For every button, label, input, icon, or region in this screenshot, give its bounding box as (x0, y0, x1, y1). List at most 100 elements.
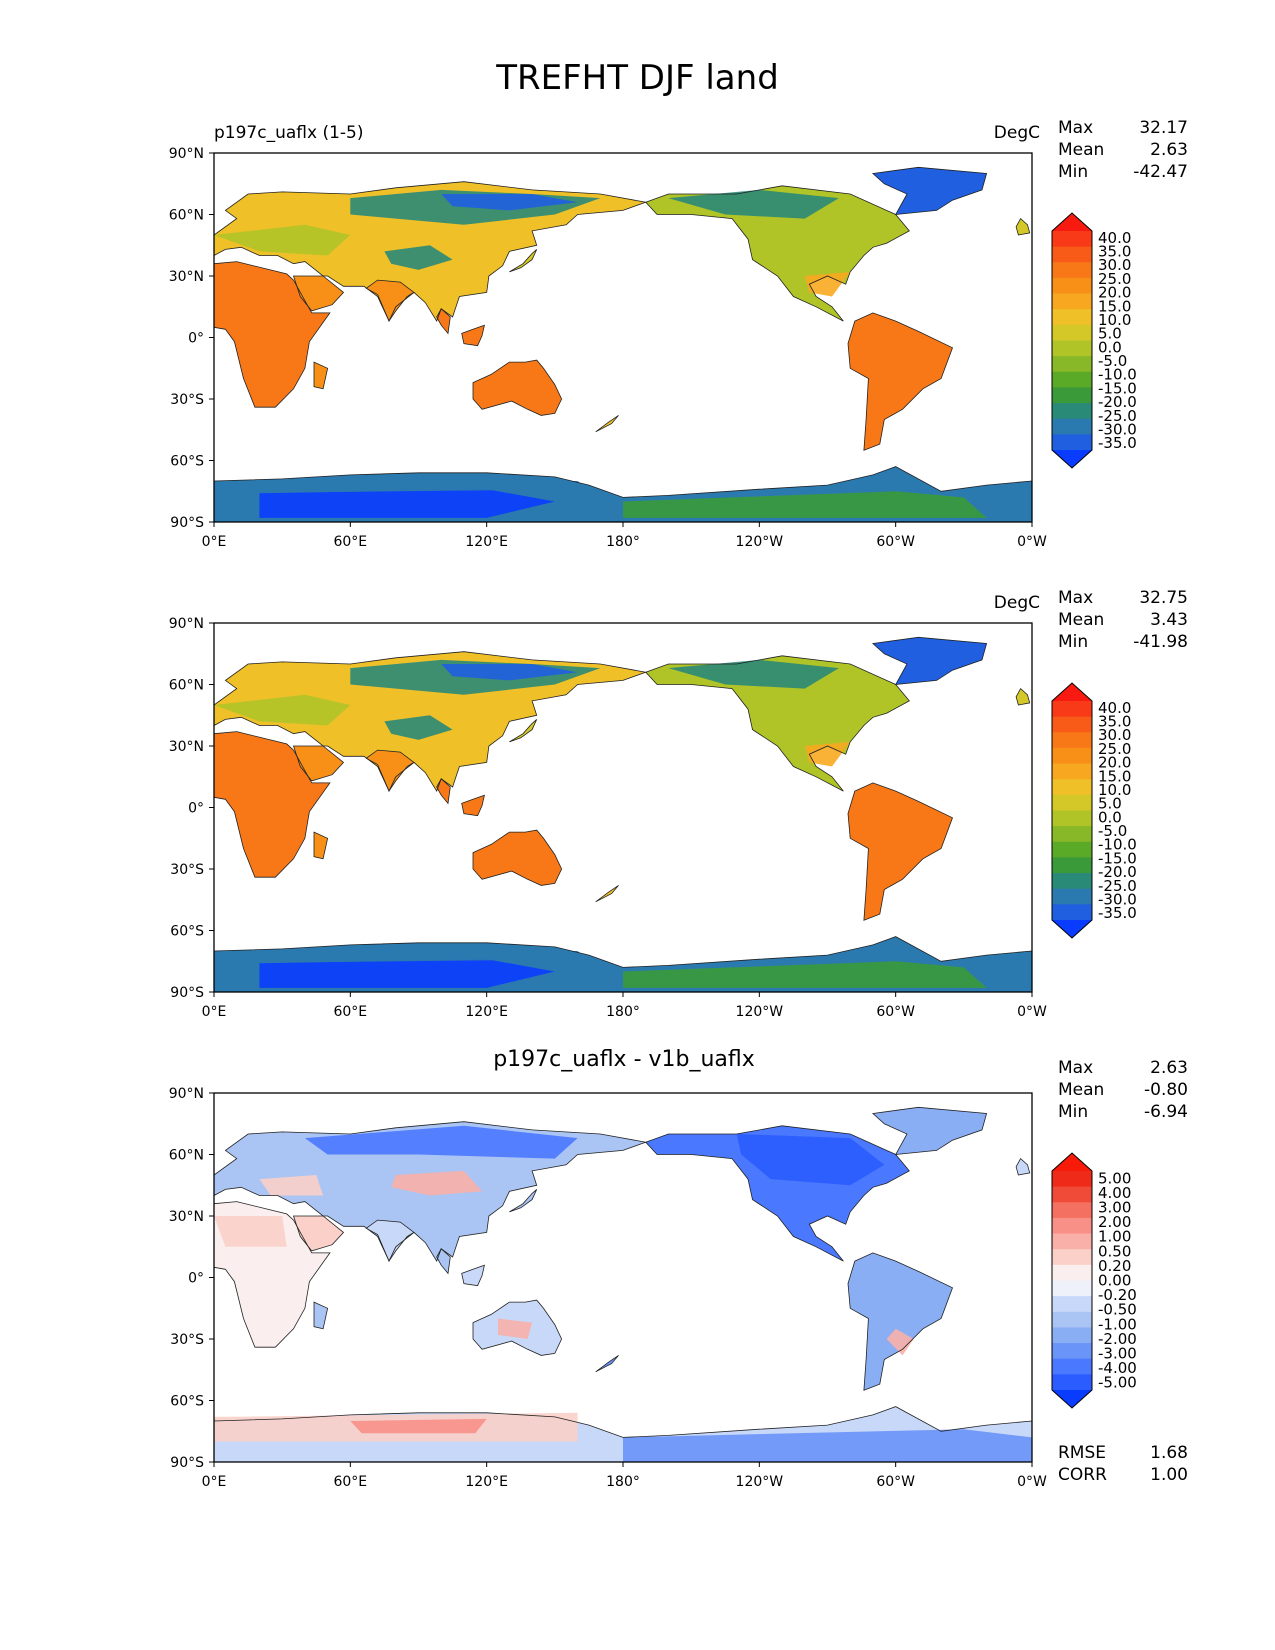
land-australia (473, 360, 562, 416)
colorbar-tick-label: 3.00 (1098, 1199, 1131, 1217)
land-field (214, 1106, 1032, 1462)
colorbar-tick-label: -10.0 (1098, 366, 1137, 384)
coastline-samerica (847, 1252, 954, 1391)
coastline-uk (1015, 1157, 1031, 1176)
coastline-borneo (461, 794, 485, 817)
field-patch (736, 1134, 885, 1186)
x-tick-label: 180° (606, 534, 640, 550)
y-tick-label: 30°N (169, 269, 204, 285)
coastline-india (365, 1219, 415, 1262)
x-tick-label: 60°W (876, 1474, 915, 1490)
colorbar-tick-label: 25.0 (1098, 740, 1131, 758)
stat-min-label: Min (1058, 632, 1089, 652)
colorbar-tick-label: -5.00 (1098, 1374, 1137, 1392)
colorbar-segment (1052, 1171, 1092, 1188)
stat-min-label: Min (1058, 162, 1089, 182)
stat-max-label: Max (1058, 1058, 1094, 1078)
field-patch (214, 1216, 287, 1247)
land-borneo (461, 325, 485, 346)
field-patch (214, 951, 589, 964)
land-field (214, 636, 1032, 992)
map-plot-1: 0°E 60°E 120°E 180° 120°W 60°W 0°W 90°N 60°N 30°N… (169, 146, 1137, 550)
x-tick-label: 60°E (333, 1474, 367, 1490)
y-tick-label: 60°N (169, 208, 204, 224)
y-tick-label: 60°S (170, 924, 204, 940)
land-madagascar (314, 362, 328, 389)
coastline-namerica (644, 185, 910, 322)
coastline-seasia (436, 778, 451, 805)
colorbar-segment (1052, 309, 1092, 326)
colorbar-extend-min (1052, 1390, 1092, 1408)
land-india (366, 750, 414, 792)
stat-mean-label: Mean (1058, 610, 1105, 630)
field-patch (498, 1318, 533, 1339)
colorbar-segment (1052, 262, 1092, 279)
land-samerica (848, 312, 953, 451)
coastline-nz (595, 415, 619, 433)
stat-max-value: 32.75 (1139, 588, 1188, 608)
field-patch (214, 224, 351, 256)
map-panel-3: 0°E 60°E 120°E 180° 120°W 60°W 0°W 90°N 60°N 30°N… (0, 940, 1275, 1490)
field-patch (384, 245, 453, 270)
x-tick-label: 120°E (465, 1474, 508, 1490)
x-tick-label: 120°W (736, 1004, 784, 1020)
land-samerica (848, 782, 953, 921)
x-tick-label: 180° (606, 1474, 640, 1490)
coastline-eurasia (214, 181, 648, 323)
stat-min-value: -6.94 (1144, 1102, 1188, 1122)
colorbar-segment (1052, 826, 1092, 843)
field-patch (441, 664, 578, 681)
coastline-africa (214, 261, 331, 408)
x-tick-label: 0°W (1017, 534, 1047, 550)
coastline-borneo (461, 1264, 485, 1287)
colorbar-tick-label: 5.0 (1098, 795, 1122, 813)
coastline-arabia (292, 275, 345, 312)
land-namerica (645, 185, 910, 322)
colorbar-tick-label: 20.0 (1098, 754, 1131, 772)
y-tick-label: 90°N (169, 146, 204, 162)
land-samerica (848, 1252, 953, 1391)
colorbar-outline (1051, 1152, 1093, 1409)
land-seasia (436, 1248, 451, 1274)
colorbar-tick-label: 15.0 (1098, 297, 1131, 315)
colorbar-tick-label: 0.0 (1098, 808, 1122, 826)
colorbar-segment (1052, 1186, 1092, 1203)
coastline-seasia (436, 1248, 451, 1275)
field-patch (259, 489, 555, 518)
coastline-namerica (644, 655, 910, 792)
colorbar: 5.004.003.002.001.000.500.200.00-0.20-0.… (1051, 1152, 1137, 1409)
colorbar-segment (1052, 747, 1092, 765)
land-seasia (436, 778, 451, 804)
panel-1-units: DegC (993, 123, 1040, 143)
colorbar-segment (1052, 1358, 1092, 1375)
colorbar-tick-label: -4.00 (1098, 1359, 1137, 1377)
field-patch (214, 694, 351, 726)
y-tick-label: 90°N (169, 1086, 204, 1102)
field-patch (804, 741, 851, 767)
colorbar-segment (1052, 1202, 1092, 1219)
coastline-samerica (847, 312, 954, 451)
coastline-madagascar (313, 361, 329, 390)
field-patch (384, 715, 453, 740)
colorbar-segment (1052, 277, 1092, 295)
colorbar-tick-label: -2.00 (1098, 1330, 1137, 1348)
stat-corr-label: CORR (1058, 1465, 1107, 1485)
panel-3-center-title: p197c_uaflx - v1b_uaflx (493, 1047, 755, 1072)
x-tick-label: 120°E (465, 534, 508, 550)
colorbar-tick-label: -20.0 (1098, 863, 1137, 881)
panel-3-stats: Max 2.63 Mean -0.80 Min -6.94 (1058, 1057, 1188, 1123)
field-patch (804, 271, 851, 297)
x-tick-label: 0°E (202, 1474, 227, 1490)
y-tick-label: 0° (188, 801, 204, 817)
land-india (366, 1220, 414, 1262)
stat-corr-value: 1.00 (1150, 1465, 1188, 1485)
colorbar-tick-label: 2.00 (1098, 1213, 1131, 1231)
coastline-nz (595, 885, 619, 903)
colorbar-tick-label: -30.0 (1098, 420, 1137, 438)
coastline-borneo (461, 324, 485, 347)
colorbar-segment (1052, 371, 1092, 388)
colorbar-tick-label: 15.0 (1098, 767, 1131, 785)
coastline-antarctica (214, 1406, 1032, 1462)
coastline-greenland (871, 1106, 988, 1155)
x-tick-label: 0°E (202, 1004, 227, 1020)
